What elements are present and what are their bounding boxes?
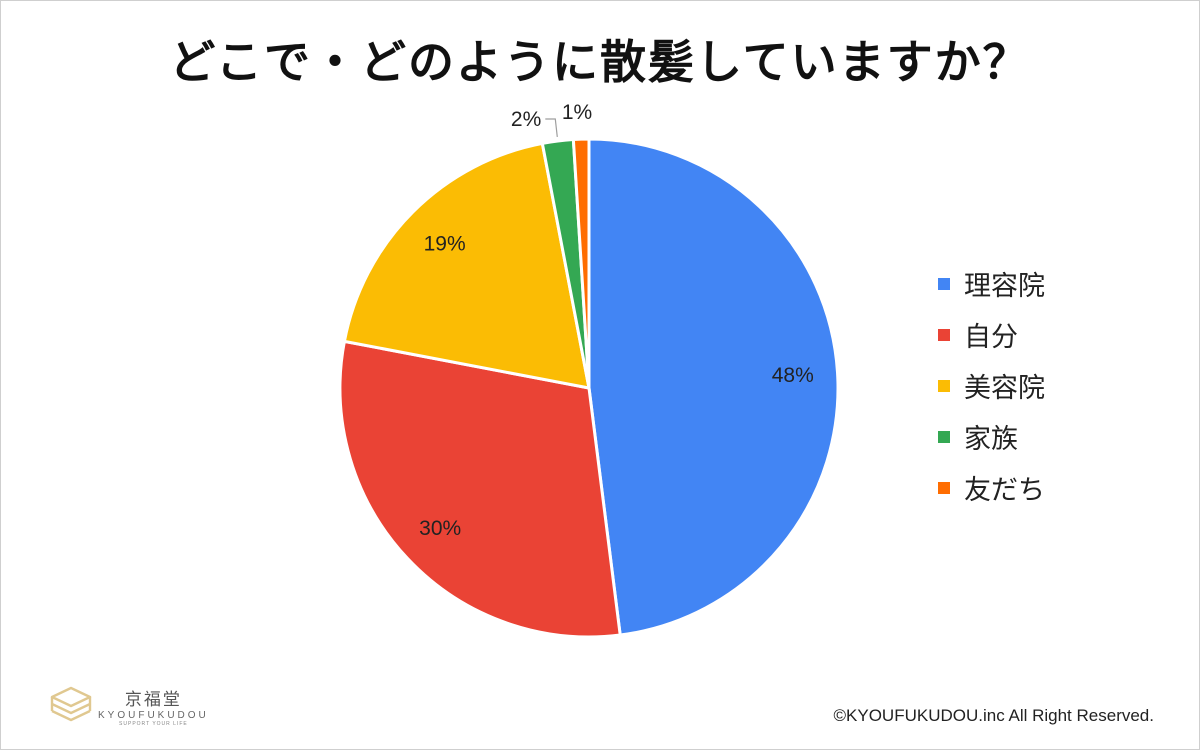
legend-swatch bbox=[938, 379, 950, 392]
leader-line-kazoku bbox=[545, 118, 558, 138]
legend-swatch bbox=[938, 481, 950, 494]
stacked-boxes-icon bbox=[50, 686, 92, 722]
slice-labels: 48% 30% 19% 2% 1% bbox=[419, 101, 814, 540]
chart-title: どこで・どのように散髪していますか？ bbox=[169, 35, 1031, 89]
slice-label-tomodachi: 1% bbox=[562, 101, 592, 124]
slice-label-jibun: 30% bbox=[419, 517, 461, 540]
leader-lines bbox=[545, 118, 558, 138]
slice-label-kazoku: 2% bbox=[511, 108, 541, 131]
logo-name: 京福堂 bbox=[124, 690, 182, 710]
company-logo: 京福堂 KYOUFUKUDOU SUPPORT YOUR LIFE bbox=[48, 684, 209, 728]
logo-romaji: KYOUFUKUDOU bbox=[98, 710, 209, 721]
pie-slice-biyoin bbox=[342, 141, 591, 390]
copyright-notice: ©KYOUFUKUDOU.inc All Right Reserved. bbox=[833, 706, 1154, 725]
logo-tagline: SUPPORT YOUR LIFE bbox=[119, 721, 188, 727]
pie-slices bbox=[338, 137, 840, 639]
slice-label-rihatsu: 48% bbox=[772, 364, 814, 387]
legend-label: 自分 bbox=[964, 322, 1018, 353]
legend-label: 友だち bbox=[964, 475, 1045, 506]
pie-slice-rihatsu bbox=[587, 137, 840, 637]
legend-item-biyoin: 美容院 bbox=[938, 360, 1045, 411]
legend-label: 美容院 bbox=[964, 373, 1045, 404]
pie-slice-tomodachi bbox=[571, 137, 591, 390]
legend-item-rihatsu: 理容院 bbox=[938, 258, 1045, 309]
legend-swatch bbox=[938, 328, 950, 341]
legend: 理容院 自分 美容院 家族 友だち bbox=[938, 258, 1045, 513]
legend-label: 理容院 bbox=[964, 271, 1045, 302]
legend-swatch bbox=[938, 277, 950, 290]
legend-item-jibun: 自分 bbox=[938, 309, 1045, 360]
slice-label-biyoin: 19% bbox=[424, 233, 466, 256]
pie-slice-jibun bbox=[338, 339, 622, 639]
legend-item-tomodachi: 友だち bbox=[938, 462, 1045, 513]
legend-swatch bbox=[938, 430, 950, 443]
legend-label: 家族 bbox=[964, 424, 1018, 455]
legend-item-kazoku: 家族 bbox=[938, 411, 1045, 462]
